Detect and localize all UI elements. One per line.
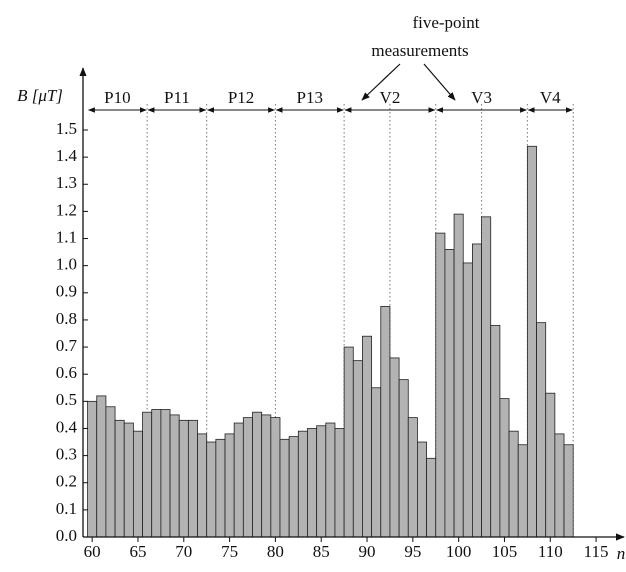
x-tick-label: 75 [221,542,238,561]
bar [297,430,308,538]
bar [536,322,547,538]
bar [288,436,299,538]
bar [151,409,162,538]
bar [462,262,473,538]
bar [270,417,281,538]
annotation-arrow [423,63,456,101]
annotation-line2: measurements [371,41,468,60]
bar [178,419,189,538]
bar [114,419,125,538]
bar [224,433,235,538]
bar [371,387,382,538]
region-label: P13 [297,88,323,107]
region-label: P12 [228,88,254,107]
bar [545,392,556,538]
y-tick-label: 1.5 [56,119,77,138]
bar [526,145,537,538]
x-axis-label: n [617,544,626,563]
x-tick-label: 95 [404,542,421,561]
y-tick-label: 1.1 [56,227,77,246]
bar [87,400,98,538]
bar [444,248,455,538]
region-label: V4 [540,88,561,107]
bar [380,305,391,538]
y-tick-label: 1.4 [56,146,78,165]
region-label: P11 [164,88,190,107]
y-tick-label: 0.5 [56,390,77,409]
bar [389,357,400,538]
x-tick-label: 105 [492,542,518,561]
y-tick-label: 0.8 [56,309,77,328]
region-label: V2 [380,88,401,107]
annotation-arrow [361,63,401,101]
bar [252,411,263,538]
bar [169,414,180,538]
x-tick-label: 85 [313,542,330,561]
bar [343,346,354,538]
x-tick-label: 100 [446,542,472,561]
y-tick-label: 0.1 [56,499,77,518]
bar [142,411,153,538]
x-tick-label: 115 [584,542,609,561]
bar [398,379,409,538]
bar [499,398,510,538]
bar [206,441,217,538]
x-tick-label: 90 [359,542,376,561]
y-tick-label: 0.3 [56,445,77,464]
bar [187,419,198,538]
y-tick-label: 0.2 [56,472,77,491]
bar [352,360,363,538]
region-label: V3 [471,88,492,107]
bar [325,422,336,538]
bar [233,422,244,538]
y-tick-label: 0.9 [56,282,77,301]
bar [105,406,116,538]
annotation-line1: five-point [412,13,479,32]
x-tick-label: 110 [538,542,563,561]
bar [490,324,501,538]
bar [472,243,482,538]
bar [215,438,226,538]
y-tick-label: 1.0 [56,255,77,274]
bar [160,409,171,538]
x-tick-label: 65 [129,542,146,561]
y-tick-label: 0.0 [56,526,77,545]
bar [96,395,107,538]
bar [426,457,437,538]
region-label: P10 [104,88,130,107]
bar [435,232,446,538]
bar [316,425,327,538]
y-tick-label: 0.4 [56,417,78,436]
bar [279,438,290,538]
bar [261,414,272,538]
bar [407,417,418,538]
bar [132,430,143,538]
bar [242,417,253,538]
bar [362,335,373,538]
bar [517,444,528,538]
bar [508,430,519,538]
bar [563,444,574,538]
bar [307,428,318,538]
y-tick-label: 0.7 [56,336,78,355]
y-axis-label: B [μT] [17,86,63,105]
y-tick-label: 0.6 [56,363,77,382]
bar [453,213,464,538]
y-tick-label: 1.3 [56,173,77,192]
bar [334,428,345,538]
bar [417,441,427,538]
y-tick-label: 1.2 [56,200,77,219]
x-tick-label: 80 [267,542,284,561]
x-tick-label: 70 [175,542,192,561]
x-tick-label: 60 [84,542,101,561]
bar [123,422,134,538]
bar [481,216,492,538]
bar [554,433,565,538]
bar [197,433,208,538]
